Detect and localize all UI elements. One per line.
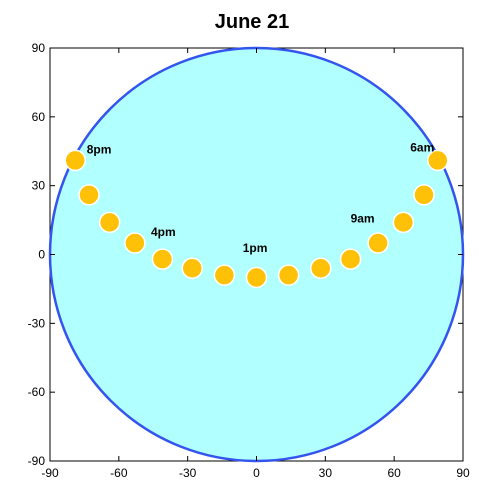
sun-position-point: [309, 257, 332, 280]
sun-position-point: [78, 184, 100, 206]
axis-ticks: -90 -60 -30 0 30 60 90 90 60 30 0 -30 -60 -90: [28, 41, 470, 480]
x-tick-label: -30: [179, 466, 197, 480]
time-label: 6am: [410, 140, 434, 154]
sun-position-point: [181, 257, 204, 280]
sun-position-point: [98, 211, 121, 234]
sun-position-point: [277, 264, 300, 286]
y-tick-label: 60: [32, 110, 46, 124]
time-label: 9am: [351, 211, 375, 225]
sun-position-point: [339, 248, 362, 270]
y-tick-label: 30: [32, 179, 46, 193]
sun-points: [64, 149, 449, 289]
sun-position-point: [413, 184, 435, 206]
plot-area: -90 -60 -30 0 30 60 90 90 60 30 0 -30 -60 -90 6am 9am 1…: [28, 41, 470, 480]
sun-position-point: [213, 264, 236, 286]
sun-position-point: [392, 211, 415, 234]
x-tick-label: 0: [253, 466, 260, 480]
x-tick-label: 60: [387, 466, 401, 480]
x-tick-label: 90: [456, 466, 470, 480]
chart-title: June 21: [215, 11, 289, 33]
y-tick-label: -30: [28, 316, 46, 330]
sun-position-point: [427, 149, 449, 172]
sun-position-point: [245, 266, 268, 289]
y-tick-label: -90: [28, 454, 46, 468]
y-tick-label: 90: [32, 41, 46, 55]
sun-position-point: [367, 232, 389, 254]
time-label: 8pm: [87, 143, 112, 157]
time-label: 4pm: [151, 225, 176, 239]
y-tick-label: -60: [28, 385, 46, 399]
time-annotations: 6am 9am 1pm 4pm 8pm: [87, 140, 435, 255]
y-tick-label: 0: [38, 248, 45, 262]
x-tick-label: -60: [110, 466, 128, 480]
sun-position-point: [124, 232, 146, 254]
sun-position-point: [151, 248, 174, 270]
x-tick-label: -90: [41, 466, 59, 480]
time-label: 1pm: [243, 241, 268, 255]
sun-position-point: [64, 149, 86, 172]
x-tick-label: 30: [319, 466, 333, 480]
